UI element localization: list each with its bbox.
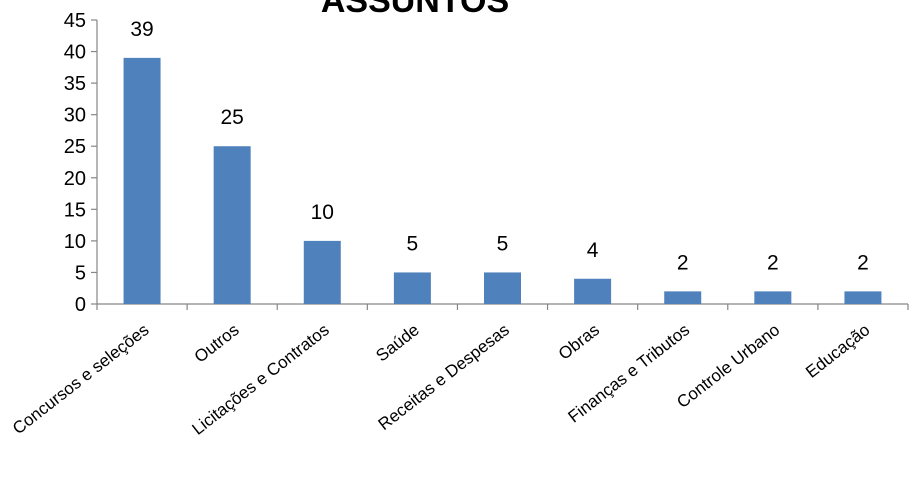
y-tick-label: 40 <box>64 42 86 64</box>
chart-title: ASSUNTOS <box>321 0 509 20</box>
y-tick-label: 15 <box>64 199 86 221</box>
bars <box>123 57 882 304</box>
bar <box>664 291 702 304</box>
x-tick-label: Outros <box>191 320 243 366</box>
y-tick-label: 5 <box>75 262 86 284</box>
data-label: 39 <box>130 18 153 41</box>
data-label: 4 <box>587 239 599 262</box>
y-tick-label: 35 <box>64 73 86 95</box>
x-tick-label: Educação <box>802 320 873 382</box>
y-tick-label: 25 <box>64 136 86 158</box>
y-axis: 0 5 10 15 20 25 30 35 40 45 <box>64 10 98 316</box>
x-tick-label: Saúde <box>372 320 422 365</box>
data-labels: 39 25 10 5 5 4 2 2 2 <box>130 18 868 275</box>
bar <box>844 291 882 304</box>
y-tick-label: 20 <box>64 168 86 190</box>
data-label: 2 <box>677 251 689 274</box>
y-tick-label: 45 <box>64 10 86 32</box>
data-label: 2 <box>767 251 779 274</box>
x-tick-label: Concursos e seleções <box>9 320 153 438</box>
y-tick-label: 0 <box>75 294 86 316</box>
bar <box>303 240 341 304</box>
bar <box>574 278 612 304</box>
x-axis <box>96 303 909 310</box>
data-label: 2 <box>857 251 869 274</box>
data-label: 10 <box>311 201 334 224</box>
bar <box>484 272 521 304</box>
bar <box>123 57 161 304</box>
x-tick-label: Obras <box>555 320 603 363</box>
data-label: 5 <box>407 232 419 255</box>
bar <box>393 272 431 304</box>
data-label: 25 <box>220 106 243 129</box>
y-tick-label: 30 <box>64 105 86 127</box>
bar <box>213 146 251 304</box>
bar <box>754 291 792 304</box>
y-tick-label: 10 <box>64 231 86 253</box>
data-label: 5 <box>497 232 509 255</box>
